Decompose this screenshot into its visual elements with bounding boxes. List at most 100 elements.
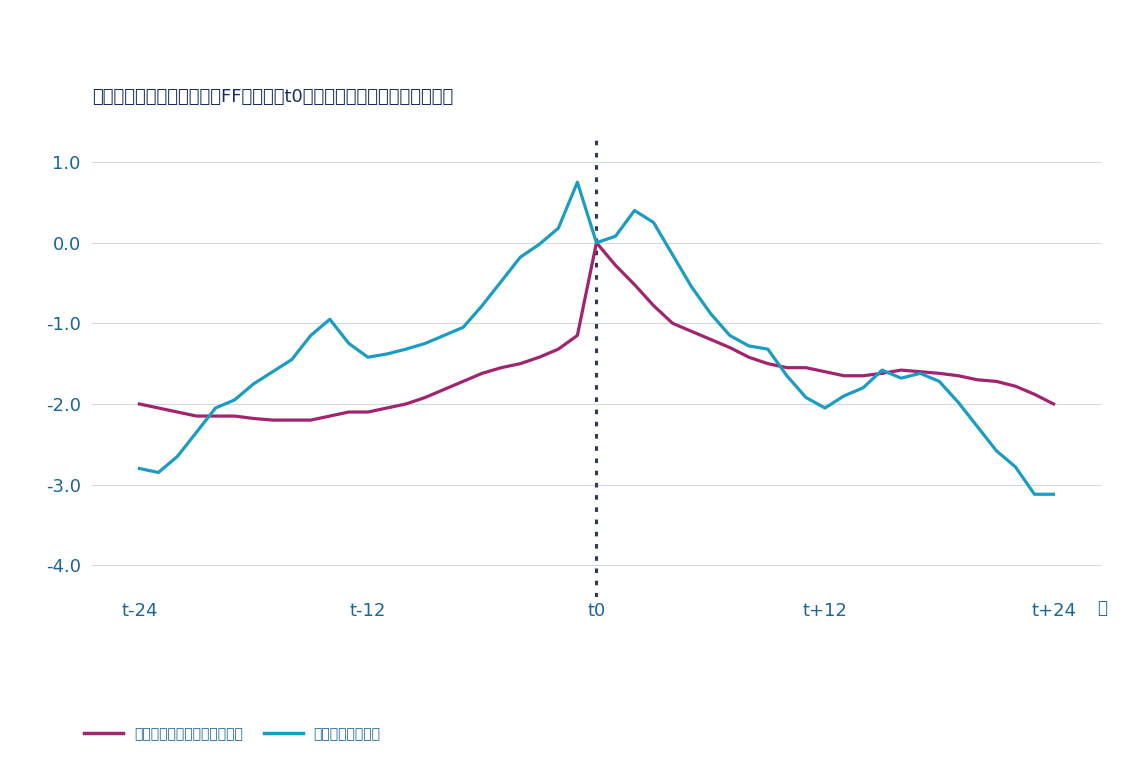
ソフトランディング（平均） [475, 368, 489, 378]
ソフトランディング（平均） [228, 411, 242, 421]
ソフトランディング（平均） [247, 414, 260, 423]
景気後退（平均） [189, 427, 203, 437]
ソフトランディング（平均） [532, 352, 546, 362]
景気後退（平均） [780, 372, 794, 381]
ソフトランディング（平均） [514, 359, 528, 368]
ソフトランディング（平均） [856, 372, 869, 381]
景気後退（平均） [266, 367, 280, 376]
ソフトランディング（平均） [990, 377, 1004, 386]
景気後退（平均） [133, 464, 147, 473]
景気後退（平均） [1028, 489, 1041, 499]
景気後退（平均） [895, 374, 908, 383]
景気後退（平均） [837, 391, 851, 401]
景気後退（平均） [209, 404, 223, 413]
ソフトランディング（平均） [799, 363, 813, 372]
ソフトランディング（平均） [304, 415, 318, 424]
ソフトランディング（平均） [685, 327, 699, 336]
景気後退（平均） [933, 377, 946, 386]
ソフトランディング（平均） [742, 352, 756, 362]
ソフトランディング（平均） [590, 238, 603, 247]
ソフトランディング（平均） [151, 404, 165, 413]
ソフトランディング（平均） [342, 408, 356, 417]
景気後退（平均） [1008, 462, 1022, 471]
ソフトランディング（平均） [913, 367, 927, 376]
ソフトランディング（平均） [171, 408, 185, 417]
景気後退（平均） [990, 446, 1004, 455]
Line: ソフトランディング（平均）: ソフトランディング（平均） [140, 243, 1053, 420]
景気後退（平均） [1046, 489, 1060, 499]
景気後退（平均） [799, 393, 813, 402]
ソフトランディング（平均） [570, 331, 584, 340]
景気後退（平均） [609, 231, 623, 241]
ソフトランディング（平均） [837, 372, 851, 381]
ソフトランディング（平均） [818, 367, 832, 376]
ソフトランディング（平均） [494, 363, 508, 372]
ソフトランディング（平均） [609, 260, 623, 270]
景気後退（平均） [284, 355, 298, 364]
Line: 景気後退（平均）: 景気後退（平均） [140, 182, 1053, 494]
ソフトランディング（平均） [1028, 390, 1041, 399]
ソフトランディング（平均） [665, 319, 679, 328]
景気後退（平均） [457, 322, 470, 332]
ソフトランディング（平均） [323, 411, 337, 421]
景気後退（平均） [723, 331, 736, 340]
景気後退（平均） [323, 315, 337, 324]
ソフトランディング（平均） [189, 411, 203, 421]
景気後退（平均） [437, 331, 451, 340]
景気後退（平均） [532, 240, 546, 249]
ソフトランディング（平均） [1046, 399, 1060, 408]
景気後退（平均） [760, 345, 774, 354]
景気後退（平均） [552, 224, 565, 233]
景気後退（平均） [399, 345, 413, 354]
ソフトランディング（平均） [437, 385, 451, 394]
Text: 実効フェデラルファンド（FF）金利（t0との差、パーセントポイント）: 実効フェデラルファンド（FF）金利（t0との差、パーセントポイント） [92, 88, 453, 106]
ソフトランディング（平均） [284, 415, 298, 424]
ソフトランディング（平均） [933, 368, 946, 378]
景気後退（平均） [304, 331, 318, 340]
景気後退（平均） [590, 238, 603, 247]
景気後退（平均） [685, 283, 699, 292]
景気後退（平均） [951, 398, 965, 407]
ソフトランディング（平均） [970, 375, 984, 385]
景気後退（平均） [380, 349, 393, 358]
景気後退（平均） [856, 383, 869, 392]
景気後退（平均） [494, 277, 508, 286]
Legend: ソフトランディング（平均）, 景気後退（平均）: ソフトランディング（平均）, 景気後退（平均） [78, 722, 387, 747]
景気後退（平均） [875, 365, 889, 375]
景気後退（平均） [818, 404, 832, 413]
ソフトランディング（平均） [380, 404, 393, 413]
景気後退（平均） [665, 250, 679, 260]
Text: 月: 月 [1097, 599, 1107, 617]
景気後退（平均） [627, 206, 641, 215]
ソフトランディング（平均） [627, 280, 641, 290]
ソフトランディング（平均） [419, 393, 432, 402]
景気後退（平均） [704, 309, 718, 318]
景気後退（平均） [475, 301, 489, 310]
ソフトランディング（平均） [1008, 381, 1022, 391]
景気後退（平均） [913, 368, 927, 378]
ソフトランディング（平均） [209, 411, 223, 421]
ソフトランディング（平均） [552, 345, 565, 354]
ソフトランディング（平均） [704, 335, 718, 344]
ソフトランディング（平均） [780, 363, 794, 372]
景気後退（平均） [647, 218, 661, 228]
景気後退（平均） [514, 253, 528, 262]
ソフトランディング（平均） [457, 377, 470, 386]
景気後退（平均） [151, 468, 165, 477]
景気後退（平均） [361, 352, 375, 362]
景気後退（平均） [247, 379, 260, 388]
ソフトランディング（平均） [875, 368, 889, 378]
景気後退（平均） [742, 342, 756, 351]
ソフトランディング（平均） [895, 365, 908, 375]
景気後退（平均） [228, 395, 242, 404]
ソフトランディング（平均） [399, 399, 413, 408]
ソフトランディング（平均） [266, 415, 280, 424]
景気後退（平均） [171, 452, 185, 461]
ソフトランディング（平均） [133, 399, 147, 408]
景気後退（平均） [342, 339, 356, 348]
ソフトランディング（平均） [760, 359, 774, 368]
景気後退（平均） [419, 339, 432, 348]
景気後退（平均） [570, 178, 584, 187]
ソフトランディング（平均） [647, 301, 661, 310]
ソフトランディング（平均） [361, 408, 375, 417]
